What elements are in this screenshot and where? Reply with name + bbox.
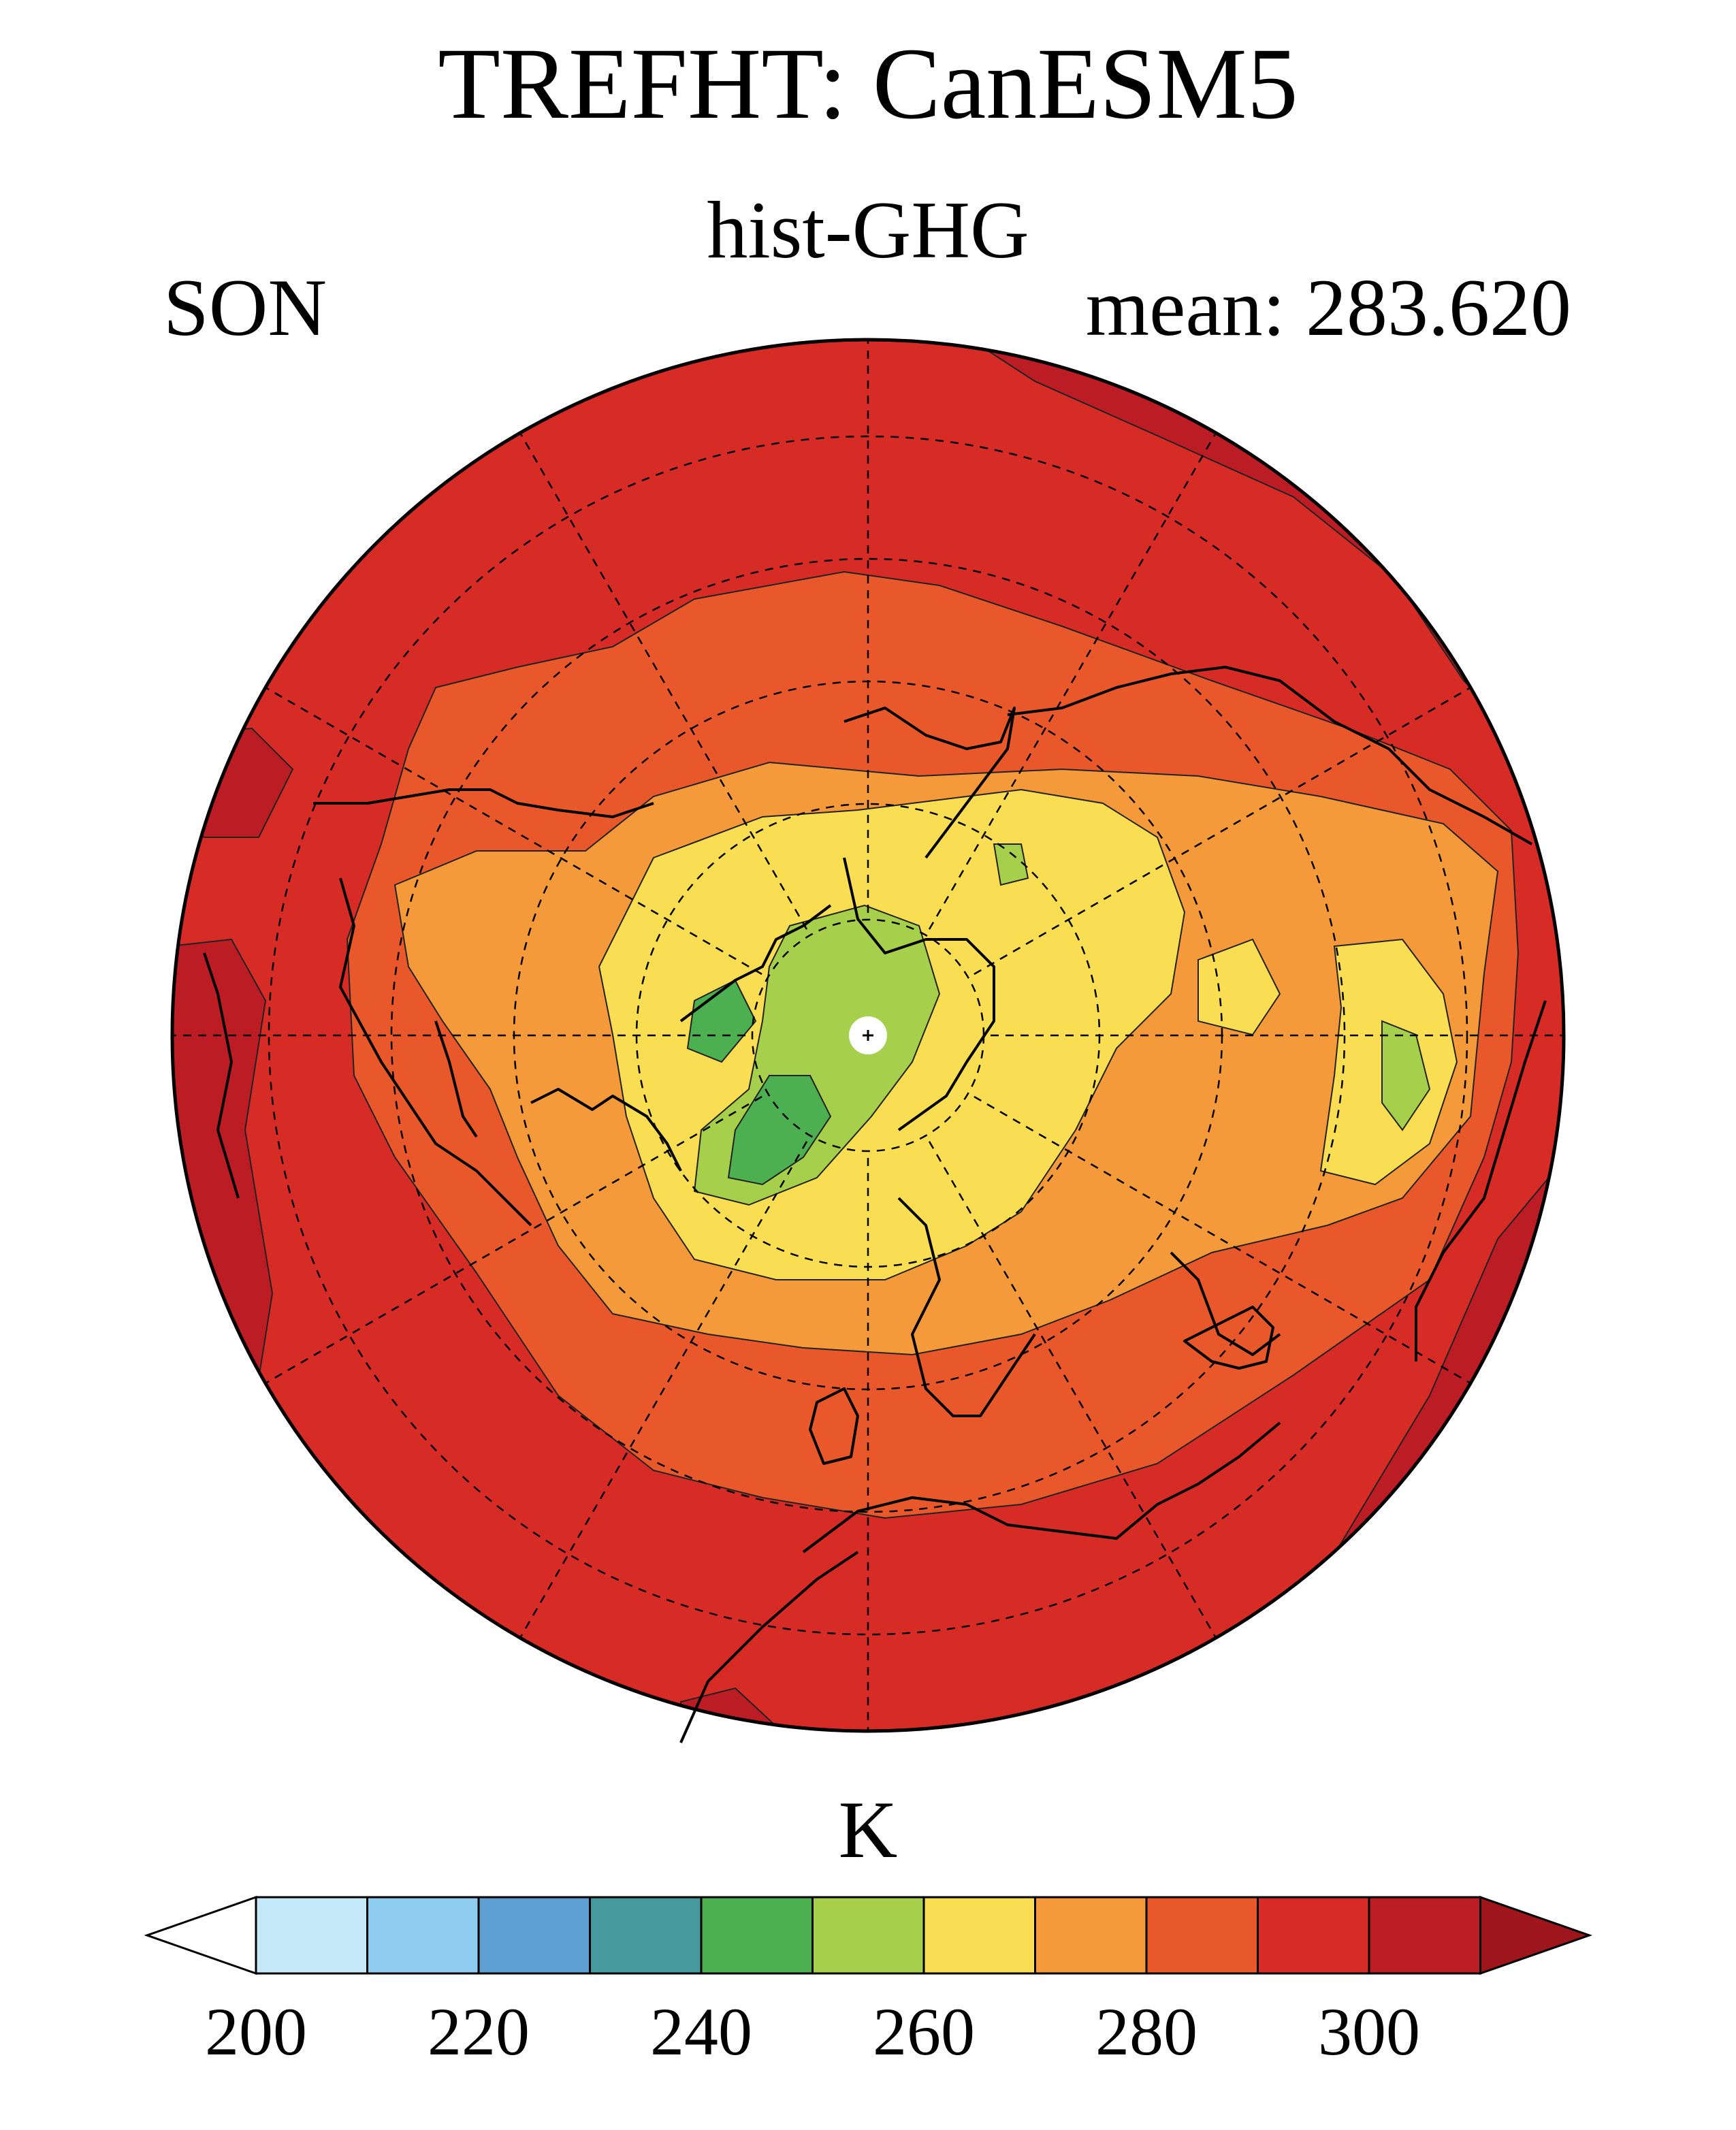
coast-hudson-bay xyxy=(530,1088,682,1172)
field-region-250 xyxy=(727,1075,832,1186)
meridian-line xyxy=(519,432,808,930)
colorbar-box xyxy=(1145,1896,1259,1975)
colorbar-box xyxy=(922,1896,1036,1975)
field-region-250-archipelago xyxy=(686,979,757,1063)
colorbar-box xyxy=(700,1896,814,1975)
colorbar-units: K xyxy=(838,1784,898,1875)
field-region-310-africa xyxy=(172,938,274,1499)
meridian-line xyxy=(265,686,762,975)
colorbar-box xyxy=(366,1896,480,1975)
colorbar-tick-label: 280 xyxy=(1095,1994,1197,2069)
coast-asia-pacific xyxy=(1007,666,1532,845)
experiment-subtitle: hist-GHG xyxy=(707,184,1029,275)
colorbar-box xyxy=(255,1896,368,1975)
colorbar-box xyxy=(1368,1896,1481,1975)
coast-alaska xyxy=(313,788,654,818)
coast-gulf xyxy=(203,952,240,1199)
colorbar-box xyxy=(811,1896,925,1975)
coast-caspian xyxy=(1170,1251,1281,1356)
latitude-circle xyxy=(390,558,1346,1513)
globe-border xyxy=(170,338,1566,1733)
coast-mediterranean xyxy=(802,1421,1281,1553)
colorbar-tick-labels: 200 220 240 260 280 300 xyxy=(205,1994,1420,2069)
latitude-circle xyxy=(268,435,1468,1636)
coast-british-isles xyxy=(809,1387,859,1465)
meridian-line xyxy=(265,1095,762,1385)
colorbar-tick-label: 240 xyxy=(650,1994,752,2069)
coastlines xyxy=(203,666,1547,1743)
meridian-line xyxy=(974,686,1471,975)
colorbar-box xyxy=(589,1896,703,1975)
coast-black-sea xyxy=(1183,1306,1274,1370)
meridian-line xyxy=(519,1141,808,1639)
season-label: SON xyxy=(163,262,327,353)
coast-north-america-west xyxy=(339,877,532,1227)
colorbar-tick-label: 200 xyxy=(205,1994,307,2069)
colorbar-under-triangle xyxy=(144,1895,257,1975)
coast-great-lakes xyxy=(434,1020,478,1138)
mean-label: mean: 283.620 xyxy=(1085,262,1571,353)
coast-scandinavia xyxy=(897,1197,1036,1417)
coast-greenland xyxy=(843,857,995,1131)
coast-canada-arctic xyxy=(679,904,832,1022)
meridian-line xyxy=(928,432,1217,930)
colorbar xyxy=(144,1895,1593,1975)
meridian-line xyxy=(974,1095,1471,1385)
colorbar-box xyxy=(1034,1896,1148,1975)
colorbar-box xyxy=(1257,1896,1370,1975)
field-region-270-siberia xyxy=(1197,938,1281,1036)
colorbar-tick-label: 220 xyxy=(428,1994,530,2069)
colorbar-over-triangle xyxy=(1479,1895,1593,1975)
coast-west-africa xyxy=(679,1551,859,1743)
colorbar-tick-label: 260 xyxy=(873,1994,975,2069)
colorbar-box xyxy=(477,1896,591,1975)
pole-cross-icon xyxy=(863,1030,873,1041)
plot-title: TREFHT: CanESM5 xyxy=(438,27,1298,140)
coast-siberia-north xyxy=(843,707,1016,859)
colorbar-tick-label: 300 xyxy=(1318,1994,1420,2069)
field-region-260-small xyxy=(993,843,1029,886)
coast-east-asia xyxy=(1415,1000,1547,1361)
meridian-line xyxy=(928,1141,1217,1639)
field-region-260-tibet xyxy=(1381,1020,1431,1131)
